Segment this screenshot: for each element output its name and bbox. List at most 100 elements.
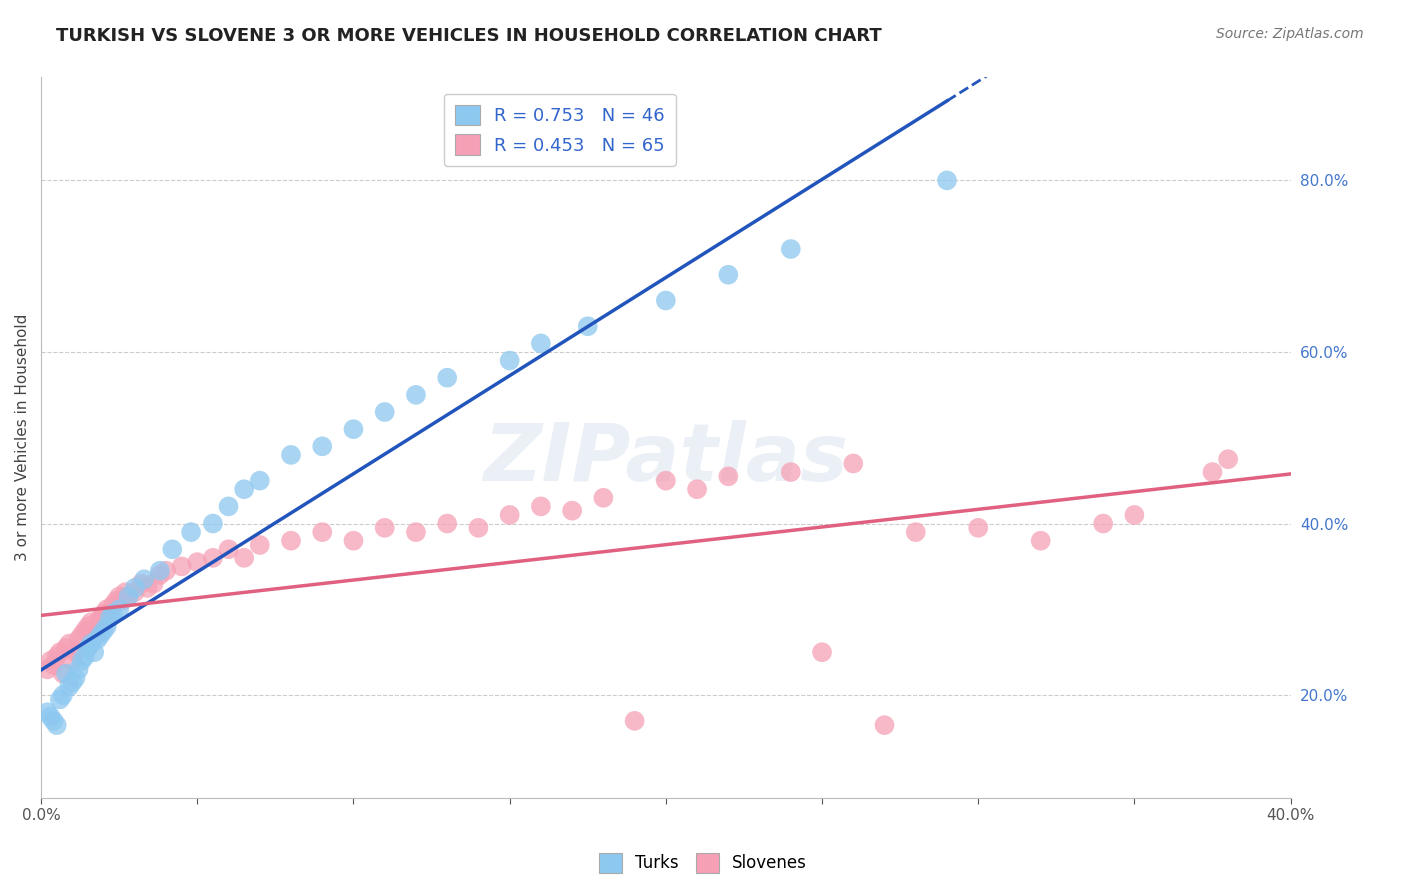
Text: ZIPatlas: ZIPatlas bbox=[484, 420, 848, 499]
Text: TURKISH VS SLOVENE 3 OR MORE VEHICLES IN HOUSEHOLD CORRELATION CHART: TURKISH VS SLOVENE 3 OR MORE VEHICLES IN… bbox=[56, 27, 882, 45]
Point bbox=[67, 662, 90, 676]
Point bbox=[136, 581, 159, 595]
Point bbox=[201, 516, 224, 531]
Point bbox=[201, 550, 224, 565]
Point bbox=[117, 590, 139, 604]
Point bbox=[108, 602, 131, 616]
Point bbox=[249, 538, 271, 552]
Point bbox=[86, 632, 108, 647]
Point bbox=[73, 649, 96, 664]
Point bbox=[873, 718, 896, 732]
Point bbox=[93, 607, 115, 621]
Point bbox=[37, 662, 59, 676]
Point bbox=[108, 590, 131, 604]
Point bbox=[405, 525, 427, 540]
Point bbox=[218, 500, 240, 514]
Point bbox=[111, 593, 134, 607]
Point bbox=[65, 671, 87, 685]
Point bbox=[60, 654, 83, 668]
Point bbox=[1092, 516, 1115, 531]
Point bbox=[93, 624, 115, 638]
Point bbox=[655, 293, 678, 308]
Point bbox=[498, 353, 520, 368]
Point bbox=[83, 628, 105, 642]
Point bbox=[233, 482, 256, 496]
Point bbox=[49, 692, 72, 706]
Point bbox=[842, 457, 865, 471]
Point bbox=[60, 675, 83, 690]
Point bbox=[55, 640, 77, 655]
Point bbox=[52, 666, 75, 681]
Point bbox=[73, 624, 96, 638]
Point bbox=[124, 585, 146, 599]
Point bbox=[149, 564, 172, 578]
Point bbox=[55, 666, 77, 681]
Point bbox=[96, 602, 118, 616]
Point bbox=[45, 718, 67, 732]
Point bbox=[101, 607, 124, 621]
Point bbox=[249, 474, 271, 488]
Point bbox=[311, 525, 333, 540]
Point bbox=[1123, 508, 1146, 522]
Point bbox=[142, 576, 165, 591]
Point bbox=[717, 469, 740, 483]
Legend: R = 0.753   N = 46, R = 0.453   N = 65: R = 0.753 N = 46, R = 0.453 N = 65 bbox=[444, 94, 676, 166]
Point bbox=[530, 336, 553, 351]
Point bbox=[39, 654, 62, 668]
Point bbox=[42, 714, 65, 728]
Point bbox=[1216, 452, 1239, 467]
Point bbox=[936, 173, 959, 187]
Point bbox=[967, 521, 990, 535]
Point bbox=[218, 542, 240, 557]
Point bbox=[155, 564, 177, 578]
Point bbox=[779, 465, 801, 479]
Point bbox=[89, 628, 111, 642]
Y-axis label: 3 or more Vehicles in Household: 3 or more Vehicles in Household bbox=[15, 314, 30, 561]
Point bbox=[233, 550, 256, 565]
Point bbox=[180, 525, 202, 540]
Point bbox=[39, 709, 62, 723]
Point bbox=[686, 482, 709, 496]
Point bbox=[1201, 465, 1223, 479]
Point bbox=[498, 508, 520, 522]
Point bbox=[129, 576, 152, 591]
Point bbox=[904, 525, 927, 540]
Point bbox=[576, 319, 599, 334]
Point bbox=[717, 268, 740, 282]
Point bbox=[105, 593, 128, 607]
Point bbox=[124, 581, 146, 595]
Point bbox=[49, 645, 72, 659]
Point bbox=[52, 688, 75, 702]
Point bbox=[405, 388, 427, 402]
Point bbox=[779, 242, 801, 256]
Point bbox=[467, 521, 489, 535]
Point bbox=[280, 533, 302, 548]
Point bbox=[280, 448, 302, 462]
Point bbox=[58, 637, 80, 651]
Point bbox=[374, 405, 396, 419]
Point bbox=[80, 615, 103, 630]
Point bbox=[37, 706, 59, 720]
Point bbox=[117, 590, 139, 604]
Point bbox=[70, 654, 93, 668]
Point bbox=[77, 619, 100, 633]
Point bbox=[42, 658, 65, 673]
Point bbox=[561, 504, 583, 518]
Point bbox=[134, 572, 156, 586]
Point bbox=[436, 370, 458, 384]
Point bbox=[80, 637, 103, 651]
Point bbox=[67, 632, 90, 647]
Point bbox=[89, 611, 111, 625]
Point bbox=[811, 645, 834, 659]
Point bbox=[592, 491, 614, 505]
Point bbox=[162, 542, 184, 557]
Point bbox=[45, 649, 67, 664]
Point bbox=[1029, 533, 1052, 548]
Point bbox=[311, 439, 333, 453]
Point bbox=[65, 645, 87, 659]
Point bbox=[374, 521, 396, 535]
Point bbox=[623, 714, 645, 728]
Point bbox=[96, 619, 118, 633]
Point bbox=[98, 611, 121, 625]
Point bbox=[655, 474, 678, 488]
